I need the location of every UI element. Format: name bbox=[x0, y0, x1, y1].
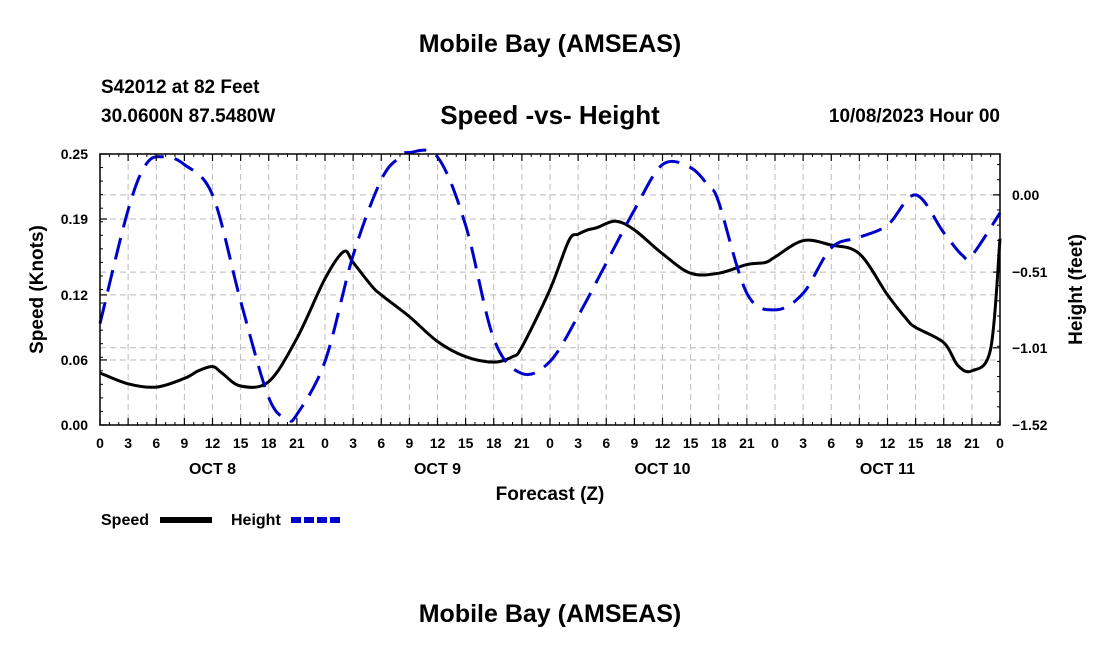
legend-height-label: Height bbox=[231, 512, 281, 529]
day-label: OCT 10 bbox=[634, 461, 690, 478]
y-tick-label: 0.12 bbox=[61, 287, 88, 303]
x-axis-label: Forecast (Z) bbox=[496, 484, 605, 505]
station-coordinates: 30.0600N 87.5480W bbox=[101, 106, 276, 127]
x-tick-label: 9 bbox=[630, 435, 638, 451]
x-tick-label: 6 bbox=[602, 435, 610, 451]
y-tick-label: 0.06 bbox=[61, 352, 88, 368]
x-tick-label: 18 bbox=[486, 435, 502, 451]
y-tick-label: 0.19 bbox=[61, 211, 88, 227]
x-tick-label: 0 bbox=[771, 435, 779, 451]
x-tick-label: 15 bbox=[683, 435, 699, 451]
x-tick-label: 9 bbox=[180, 435, 188, 451]
day-label: OCT 11 bbox=[860, 461, 915, 478]
day-label: OCT 9 bbox=[414, 461, 461, 478]
x-tick-label: 0 bbox=[96, 435, 104, 451]
station-label: S42012 at 82 Feet bbox=[101, 77, 260, 98]
x-tick-label: 3 bbox=[124, 435, 132, 451]
x-tick-label: 12 bbox=[205, 435, 221, 451]
y2-tick-label: −0.51 bbox=[1012, 264, 1048, 280]
x-tick-label: 9 bbox=[405, 435, 413, 451]
chart-main-title: Mobile Bay (AMSEAS) bbox=[418, 30, 682, 58]
y2-tick-label: −1.52 bbox=[1012, 417, 1048, 433]
x-tick-label: 12 bbox=[655, 435, 671, 451]
x-tick-label: 21 bbox=[289, 435, 305, 451]
x-tick-label: 0 bbox=[321, 435, 329, 451]
y2-axis-label: Height (feet) bbox=[1066, 234, 1087, 345]
day-label: OCT 8 bbox=[189, 461, 236, 478]
footer-title: Mobile Bay (AMSEAS) bbox=[418, 600, 682, 628]
y-axis-label: Speed (Knots) bbox=[27, 225, 48, 354]
x-tick-label: 6 bbox=[827, 435, 835, 451]
x-tick-label: 3 bbox=[349, 435, 357, 451]
x-tick-label: 12 bbox=[430, 435, 446, 451]
x-tick-label: 21 bbox=[964, 435, 980, 451]
x-tick-label: 9 bbox=[855, 435, 863, 451]
legend-speed-label: Speed bbox=[101, 512, 149, 529]
x-tick-label: 15 bbox=[458, 435, 474, 451]
x-tick-label: 15 bbox=[233, 435, 249, 451]
series-layer bbox=[98, 148, 1002, 423]
speed-series-line bbox=[99, 219, 1002, 389]
x-tick-label: 18 bbox=[936, 435, 952, 451]
x-tick-label: 18 bbox=[261, 435, 277, 451]
chart-subtitle: Speed -vs- Height bbox=[440, 100, 660, 130]
x-tick-label: 12 bbox=[880, 435, 896, 451]
legend: Speed Height bbox=[101, 512, 343, 529]
x-tick-label: 15 bbox=[908, 435, 924, 451]
axis-layer: 0 3 6 9 12 15 18 21 0 3 6 9 12 15 18 21 0 3 6 9 12 15 18 21 0 3 6 9… bbox=[61, 146, 1048, 478]
x-tick-label: 6 bbox=[377, 435, 385, 451]
x-tick-label: 6 bbox=[152, 435, 160, 451]
x-tick-label: 0 bbox=[546, 435, 554, 451]
y-tick-label: 0.25 bbox=[61, 146, 88, 162]
grid-layer bbox=[100, 154, 1000, 425]
y2-tick-label: −1.01 bbox=[1012, 340, 1048, 356]
x-tick-label: 0 bbox=[996, 435, 1004, 451]
height-series-line bbox=[98, 148, 1002, 423]
y2-tick-label: 0.00 bbox=[1012, 187, 1039, 203]
x-tick-label: 18 bbox=[711, 435, 727, 451]
x-tick-label: 3 bbox=[574, 435, 582, 451]
x-tick-label: 21 bbox=[514, 435, 530, 451]
x-tick-label: 21 bbox=[739, 435, 755, 451]
y-tick-label: 0.00 bbox=[61, 417, 88, 433]
forecast-datetime: 10/08/2023 Hour 00 bbox=[828, 106, 1000, 127]
x-tick-label: 3 bbox=[799, 435, 807, 451]
